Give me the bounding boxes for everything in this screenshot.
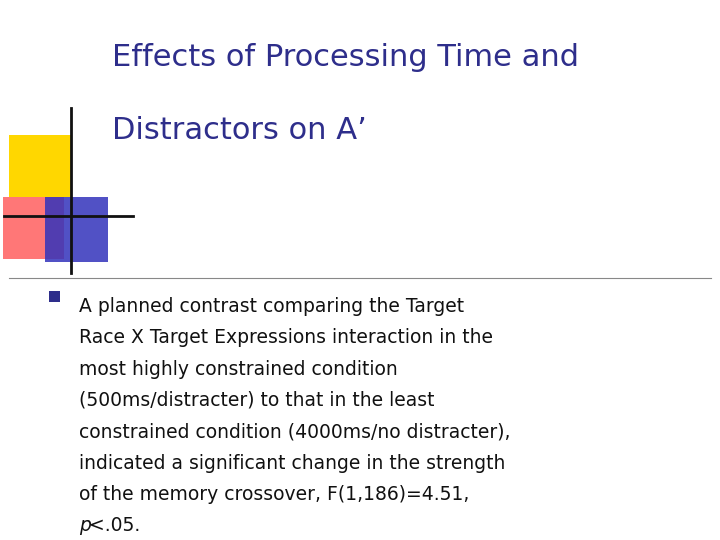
Text: constrained condition (4000ms/no distracter),: constrained condition (4000ms/no distrac…: [79, 422, 510, 441]
Text: <.05.: <.05.: [89, 516, 140, 535]
Text: (500ms/distracter) to that in the least: (500ms/distracter) to that in the least: [79, 391, 435, 410]
Text: Effects of Processing Time and: Effects of Processing Time and: [112, 43, 579, 72]
Text: indicated a significant change in the strength: indicated a significant change in the st…: [79, 454, 505, 472]
Text: Distractors on A’: Distractors on A’: [112, 116, 366, 145]
Bar: [45, 197, 108, 262]
Bar: [49, 291, 60, 302]
Text: of the memory crossover, F(1,186)=4.51,: of the memory crossover, F(1,186)=4.51,: [79, 485, 469, 504]
Text: most highly constrained condition: most highly constrained condition: [79, 360, 398, 379]
Text: Race X Target Expressions interaction in the: Race X Target Expressions interaction in…: [79, 328, 493, 347]
Text: p: p: [79, 516, 91, 535]
Text: A planned contrast comparing the Target: A planned contrast comparing the Target: [79, 297, 464, 316]
Bar: [9, 135, 72, 197]
Bar: [3, 197, 64, 259]
